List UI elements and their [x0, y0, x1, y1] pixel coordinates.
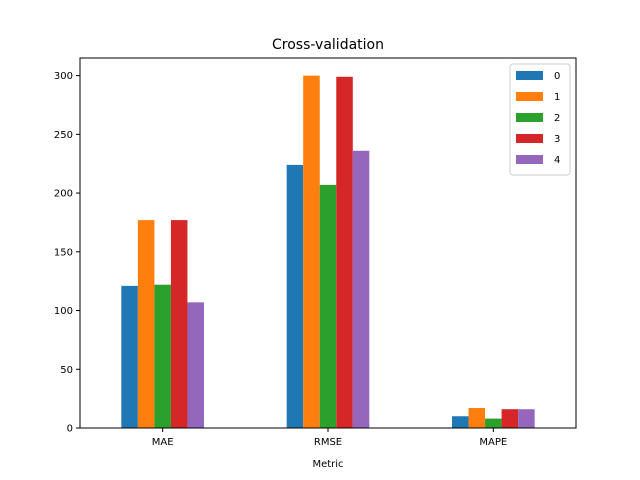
y-tick-label: 100: [54, 306, 73, 317]
bar-rmse-series-4: [352, 150, 370, 429]
legend-swatch-1: [516, 92, 543, 101]
legend-label-2: 2: [554, 113, 560, 124]
y-tick-label: 150: [54, 247, 73, 258]
legend-swatch-0: [516, 71, 543, 80]
bar-mae-series-3: [170, 220, 188, 428]
bar-rmse-series-1: [303, 75, 320, 429]
legend-label-0: 0: [554, 71, 560, 82]
bar-mae-series-0: [121, 285, 138, 428]
bar-mape-series-4: [518, 409, 535, 428]
y-tick-label: 50: [60, 365, 73, 376]
legend-label-4: 4: [554, 155, 560, 166]
x-axis-label: Metric: [312, 459, 343, 470]
x-tick-label-mae: MAE: [152, 437, 174, 448]
legend-swatch-3: [516, 134, 543, 143]
bar-rmse-series-0: [286, 164, 304, 428]
bar-mae-series-2: [154, 284, 171, 428]
y-tick-label: 300: [54, 71, 73, 82]
y-tick-label: 0: [67, 424, 73, 435]
bar-mape-series-1: [468, 408, 486, 428]
chart-title: Cross-validation: [272, 37, 384, 53]
y-tick-label: 200: [54, 189, 73, 200]
legend-swatch-2: [516, 113, 543, 122]
x-tick-label-mape: MAPE: [479, 437, 507, 448]
bar-mae-series-1: [137, 220, 155, 428]
legend-swatch-4: [516, 155, 543, 164]
bars-group: [121, 75, 535, 429]
bar-mape-series-3: [501, 409, 519, 428]
axes-group: 0 50 100 150 200 250 300 MAE RMSE MAPE: [54, 57, 577, 448]
legend-label-1: 1: [554, 92, 560, 103]
x-tick-label-rmse: RMSE: [314, 437, 342, 448]
y-tick-label: 250: [54, 130, 73, 141]
legend-label-3: 3: [554, 134, 560, 145]
bar-mape-series-2: [485, 418, 502, 428]
bar-rmse-series-3: [336, 76, 353, 428]
bar-rmse-series-2: [319, 184, 337, 428]
bar-mae-series-4: [187, 302, 204, 428]
bar-mape-series-0: [452, 416, 469, 428]
legend: 0 1 2 3 4: [509, 63, 571, 176]
